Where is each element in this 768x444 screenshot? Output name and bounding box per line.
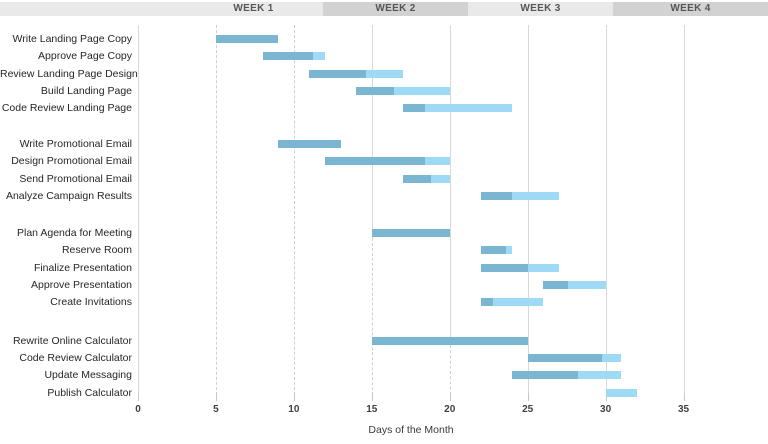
task-bar-complete	[309, 69, 366, 78]
gridline	[371, 25, 373, 238]
task-label: Reserve Room	[61, 244, 132, 257]
task-bar-complete	[356, 87, 394, 96]
axis-tick-label: 5	[213, 404, 219, 415]
week-band-1	[0, 2, 323, 16]
week-label-2: WEEK 2	[375, 3, 416, 14]
gridline	[371, 238, 373, 400]
task-bar-complete	[325, 157, 425, 166]
task-bar-complete	[402, 104, 425, 113]
task-label: Publish Calculator	[47, 386, 132, 399]
axis-tick	[449, 393, 451, 401]
task-label: Analyze Campaign Results	[5, 189, 132, 202]
task-label: Plan Agenda for Meeting	[17, 227, 132, 239]
gridline	[683, 25, 685, 400]
week-label-3: WEEK 3	[520, 3, 561, 14]
task-bar-remaining	[480, 298, 544, 307]
task-bar-complete	[215, 35, 279, 43]
axis-tick	[527, 393, 529, 401]
task-label: Rewrite Online Calculator	[12, 334, 132, 347]
axis-tick-label: 35	[677, 404, 690, 415]
task-bar-complete	[480, 191, 513, 200]
task-bar-complete	[480, 263, 528, 272]
task-label: Update Messaging	[44, 369, 132, 382]
task-bar-complete	[371, 229, 450, 237]
gridline	[138, 25, 139, 400]
axis-tick-label: 15	[366, 404, 378, 415]
task-label: Code Review Landing Page	[1, 102, 132, 115]
task-bar-complete	[480, 298, 494, 307]
gridline	[449, 345, 451, 400]
axis-tick	[215, 393, 217, 401]
task-label: Code Review Calculator	[19, 352, 132, 365]
axis-title: Days of the Month	[368, 424, 454, 436]
week-label-1: WEEK 1	[233, 3, 274, 14]
task-label: Send Promotional Email	[19, 172, 132, 185]
task-label: Approve Page Copy	[38, 50, 132, 63]
task-bar-complete	[371, 336, 528, 345]
week-band-4	[613, 2, 768, 16]
axis-tick-label: 0	[135, 404, 141, 415]
task-bar-complete	[543, 281, 569, 290]
gridline	[605, 25, 607, 400]
task-bar-remaining	[402, 104, 513, 113]
task-bar-remaining	[356, 87, 450, 96]
task-label: Finalize Presentation	[33, 261, 132, 274]
week-label-4: WEEK 4	[670, 3, 711, 14]
task-bar-complete	[480, 246, 506, 255]
gridline	[215, 25, 217, 400]
task-bar-complete	[278, 139, 341, 148]
task-bar-remaining	[605, 388, 637, 397]
axis-tick-label: 25	[522, 404, 534, 415]
gridline	[449, 25, 451, 345]
task-label: Create Invitations	[50, 296, 132, 309]
axis-tick-label: 10	[288, 404, 300, 415]
task-label: Write Promotional Email	[19, 137, 132, 150]
axis-tick	[683, 393, 685, 401]
week-band-3	[468, 2, 613, 16]
task-bar-complete	[512, 371, 578, 380]
task-bar-remaining	[480, 191, 559, 200]
task-label: Write Landing Page Copy	[12, 33, 132, 45]
gridline	[527, 25, 529, 400]
axis-tick	[371, 393, 373, 401]
task-label: Review Landing Page Design	[0, 67, 138, 80]
axis-tick	[138, 393, 139, 401]
task-bar-complete	[527, 354, 603, 363]
task-bar-remaining	[543, 281, 606, 290]
axis-tick-label: 20	[444, 404, 456, 415]
task-label: Design Promotional Email	[11, 155, 132, 168]
axis-tick-label: 30	[600, 404, 612, 415]
task-bar-complete	[262, 52, 313, 61]
task-label: Approve Presentation	[31, 279, 132, 292]
task-bar-complete	[402, 174, 431, 183]
axis-tick	[293, 393, 295, 401]
week-band-2	[323, 2, 468, 16]
axis-tick	[605, 393, 607, 401]
gridline	[293, 25, 295, 400]
task-label: Build Landing Page	[40, 85, 132, 98]
